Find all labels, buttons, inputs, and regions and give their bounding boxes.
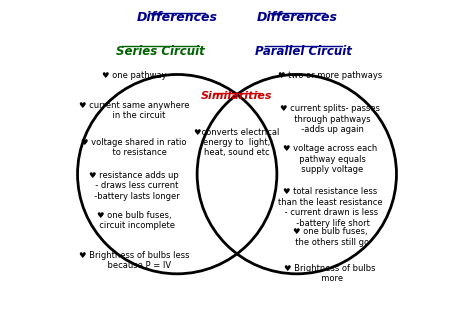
Text: ♥ two or more pathways: ♥ two or more pathways <box>278 71 382 80</box>
Text: ♥ voltage across each
  pathway equals
  supply voltage: ♥ voltage across each pathway equals sup… <box>283 144 377 174</box>
Text: ♥ total resistance less
than the least resistance
 - current drawn is less
  -ba: ♥ total resistance less than the least r… <box>278 188 383 228</box>
Text: Differences: Differences <box>256 11 337 24</box>
Text: ♥ Brightness of bulbs
  more: ♥ Brightness of bulbs more <box>284 264 376 283</box>
Text: ♥ Brightness of bulbs less
    because P = IV: ♥ Brightness of bulbs less because P = I… <box>79 251 189 270</box>
Text: ♥ current same anywhere
    in the circuit: ♥ current same anywhere in the circuit <box>79 101 189 121</box>
Text: Differences: Differences <box>137 11 218 24</box>
Text: ♥ one bulb fuses,
  circuit incomplete: ♥ one bulb fuses, circuit incomplete <box>93 211 174 230</box>
Text: ♥ resistance adds up
  - draws less current
  -battery lasts longer: ♥ resistance adds up - draws less curren… <box>89 171 179 201</box>
Text: ♥ current splits- passes
  through pathways
  -adds up again: ♥ current splits- passes through pathway… <box>280 105 380 134</box>
Text: Parallel Circuit: Parallel Circuit <box>255 45 352 58</box>
Text: ♥converts electrical
energy to  light,
heat, sound etc: ♥converts electrical energy to light, he… <box>194 128 280 157</box>
Text: ♥ voltage shared in ratio
    to resistance: ♥ voltage shared in ratio to resistance <box>81 138 187 157</box>
Text: Series Circuit: Series Circuit <box>116 45 205 58</box>
Text: ♥ one bulb fuses,
  the others still go: ♥ one bulb fuses, the others still go <box>291 227 370 247</box>
Text: ♥ one pathway: ♥ one pathway <box>102 71 166 80</box>
Text: Similarities: Similarities <box>201 91 273 101</box>
